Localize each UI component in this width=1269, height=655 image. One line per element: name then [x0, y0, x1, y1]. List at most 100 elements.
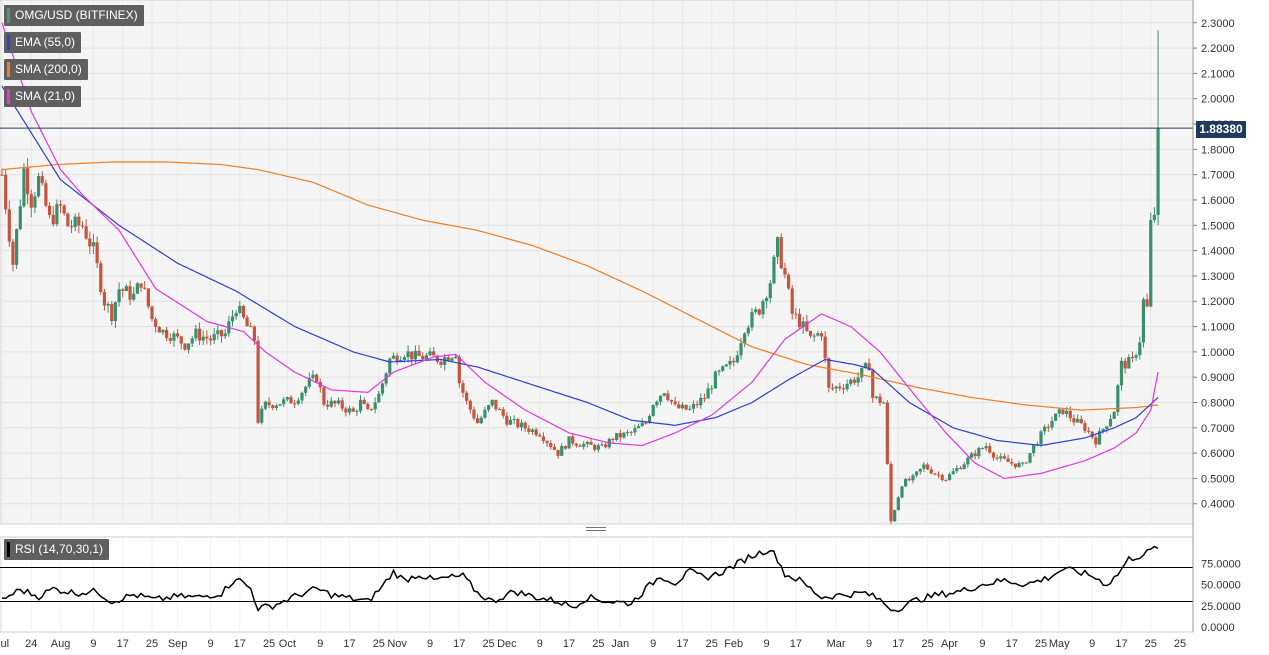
- candle-body: [417, 350, 421, 357]
- candle-body: [1152, 214, 1157, 221]
- candle-body: [808, 330, 813, 336]
- sma21-legend-badge[interactable]: SMA (21,0): [4, 86, 82, 107]
- candle-body: [585, 441, 589, 445]
- candle-body: [640, 422, 644, 427]
- candle-body: [882, 402, 886, 404]
- candle-body: [1072, 418, 1076, 423]
- candle-body: [402, 357, 407, 360]
- candle-body: [216, 330, 220, 335]
- candle-body: [468, 400, 472, 410]
- candle-body: [168, 338, 172, 341]
- candle-body: [995, 457, 999, 459]
- candle-body: [62, 205, 66, 214]
- candle-body: [194, 328, 198, 339]
- candle-body: [428, 351, 432, 356]
- ema-legend-label: EMA (55,0): [15, 35, 76, 49]
- candle-body: [113, 302, 118, 322]
- candle-body: [918, 468, 922, 472]
- candle-body: [1141, 299, 1146, 343]
- candle-body: [501, 409, 505, 416]
- rsi-legend-badge[interactable]: RSI (14,70,30,1): [4, 539, 110, 560]
- x-tick-label: 17: [563, 638, 575, 650]
- candle-body: [797, 313, 802, 328]
- x-tick-label: 9: [317, 638, 323, 650]
- candle-body: [816, 333, 820, 336]
- candle-body: [1068, 410, 1072, 419]
- x-tick-label: Apr: [941, 638, 958, 650]
- x-tick-label: Nov: [387, 638, 407, 650]
- candle-body: [388, 358, 392, 374]
- candle-body: [940, 474, 944, 480]
- candle-body: [860, 367, 864, 378]
- candle-body: [150, 306, 154, 320]
- candle-body: [439, 361, 443, 365]
- candle-body: [165, 329, 169, 339]
- candle-body: [549, 443, 553, 448]
- y-tick-label: 0.6000: [1201, 448, 1235, 460]
- candle-body: [849, 379, 853, 384]
- candle-body: [666, 393, 670, 400]
- candle-body: [1090, 431, 1094, 438]
- y-tick-label: 1.1000: [1201, 322, 1235, 334]
- candle-body: [95, 242, 99, 264]
- x-tick-label: Mar: [827, 638, 846, 650]
- y-tick-label: 1.6000: [1201, 195, 1235, 207]
- candle-body: [128, 286, 132, 300]
- rsi-y-tick-label: 75.0000: [1201, 558, 1241, 570]
- ema-swatch: [7, 35, 10, 50]
- candle-body: [15, 229, 19, 265]
- candle-body: [391, 355, 396, 359]
- candle-body: [618, 433, 622, 438]
- candle-body: [0, 174, 4, 176]
- candle-body: [834, 386, 838, 389]
- candle-body: [80, 225, 85, 227]
- x-tick-label: 24: [25, 638, 37, 650]
- y-tick-label: 1.8000: [1201, 144, 1235, 156]
- sma200-legend-badge[interactable]: SMA (200,0): [4, 59, 88, 80]
- pane-resize-handle[interactable]: [586, 527, 606, 533]
- candle-body: [355, 411, 359, 413]
- symbol-title-badge[interactable]: OMG/USD (BITFINEX): [4, 5, 144, 26]
- candle-body: [900, 486, 904, 498]
- candle-body: [1065, 410, 1069, 414]
- candle-body: [647, 415, 652, 424]
- candle-body: [867, 363, 871, 371]
- candle-body: [922, 464, 926, 469]
- candle-body: [556, 449, 560, 456]
- candle-body: [966, 457, 970, 465]
- candle-body: [413, 350, 418, 360]
- candle-body: [336, 400, 341, 404]
- candle-body: [871, 370, 875, 398]
- candle-body: [179, 336, 183, 344]
- candle-body: [333, 400, 337, 404]
- candle-body: [373, 402, 377, 410]
- candle-body: [55, 204, 59, 225]
- candle-body: [274, 405, 278, 408]
- x-tick-label: 9: [650, 638, 656, 650]
- candle-body: [47, 205, 52, 215]
- candle-body: [395, 355, 399, 362]
- x-tick-label: 17: [117, 638, 129, 650]
- candle-body: [527, 428, 531, 432]
- candle-body: [721, 366, 725, 371]
- candle-body: [1039, 431, 1043, 445]
- candle-body: [951, 471, 955, 475]
- candle-body: [505, 415, 509, 425]
- candle-body: [1094, 437, 1098, 445]
- candle-body: [757, 309, 761, 315]
- candle-body: [538, 435, 542, 437]
- candle-body: [91, 242, 96, 247]
- candle-body: [812, 335, 816, 337]
- rsi-y-tick-label: 0.0000: [1201, 622, 1235, 634]
- x-tick-label: 25: [373, 638, 385, 650]
- candle-body: [1061, 409, 1065, 414]
- sma21-swatch: [7, 89, 10, 104]
- candle-body: [1130, 357, 1135, 359]
- ema-legend-badge[interactable]: EMA (55,0): [4, 32, 82, 53]
- candle-body: [465, 392, 469, 401]
- candle-body: [238, 305, 242, 313]
- candle-body: [611, 438, 615, 441]
- candle-body: [933, 473, 937, 475]
- candle-body: [841, 388, 846, 390]
